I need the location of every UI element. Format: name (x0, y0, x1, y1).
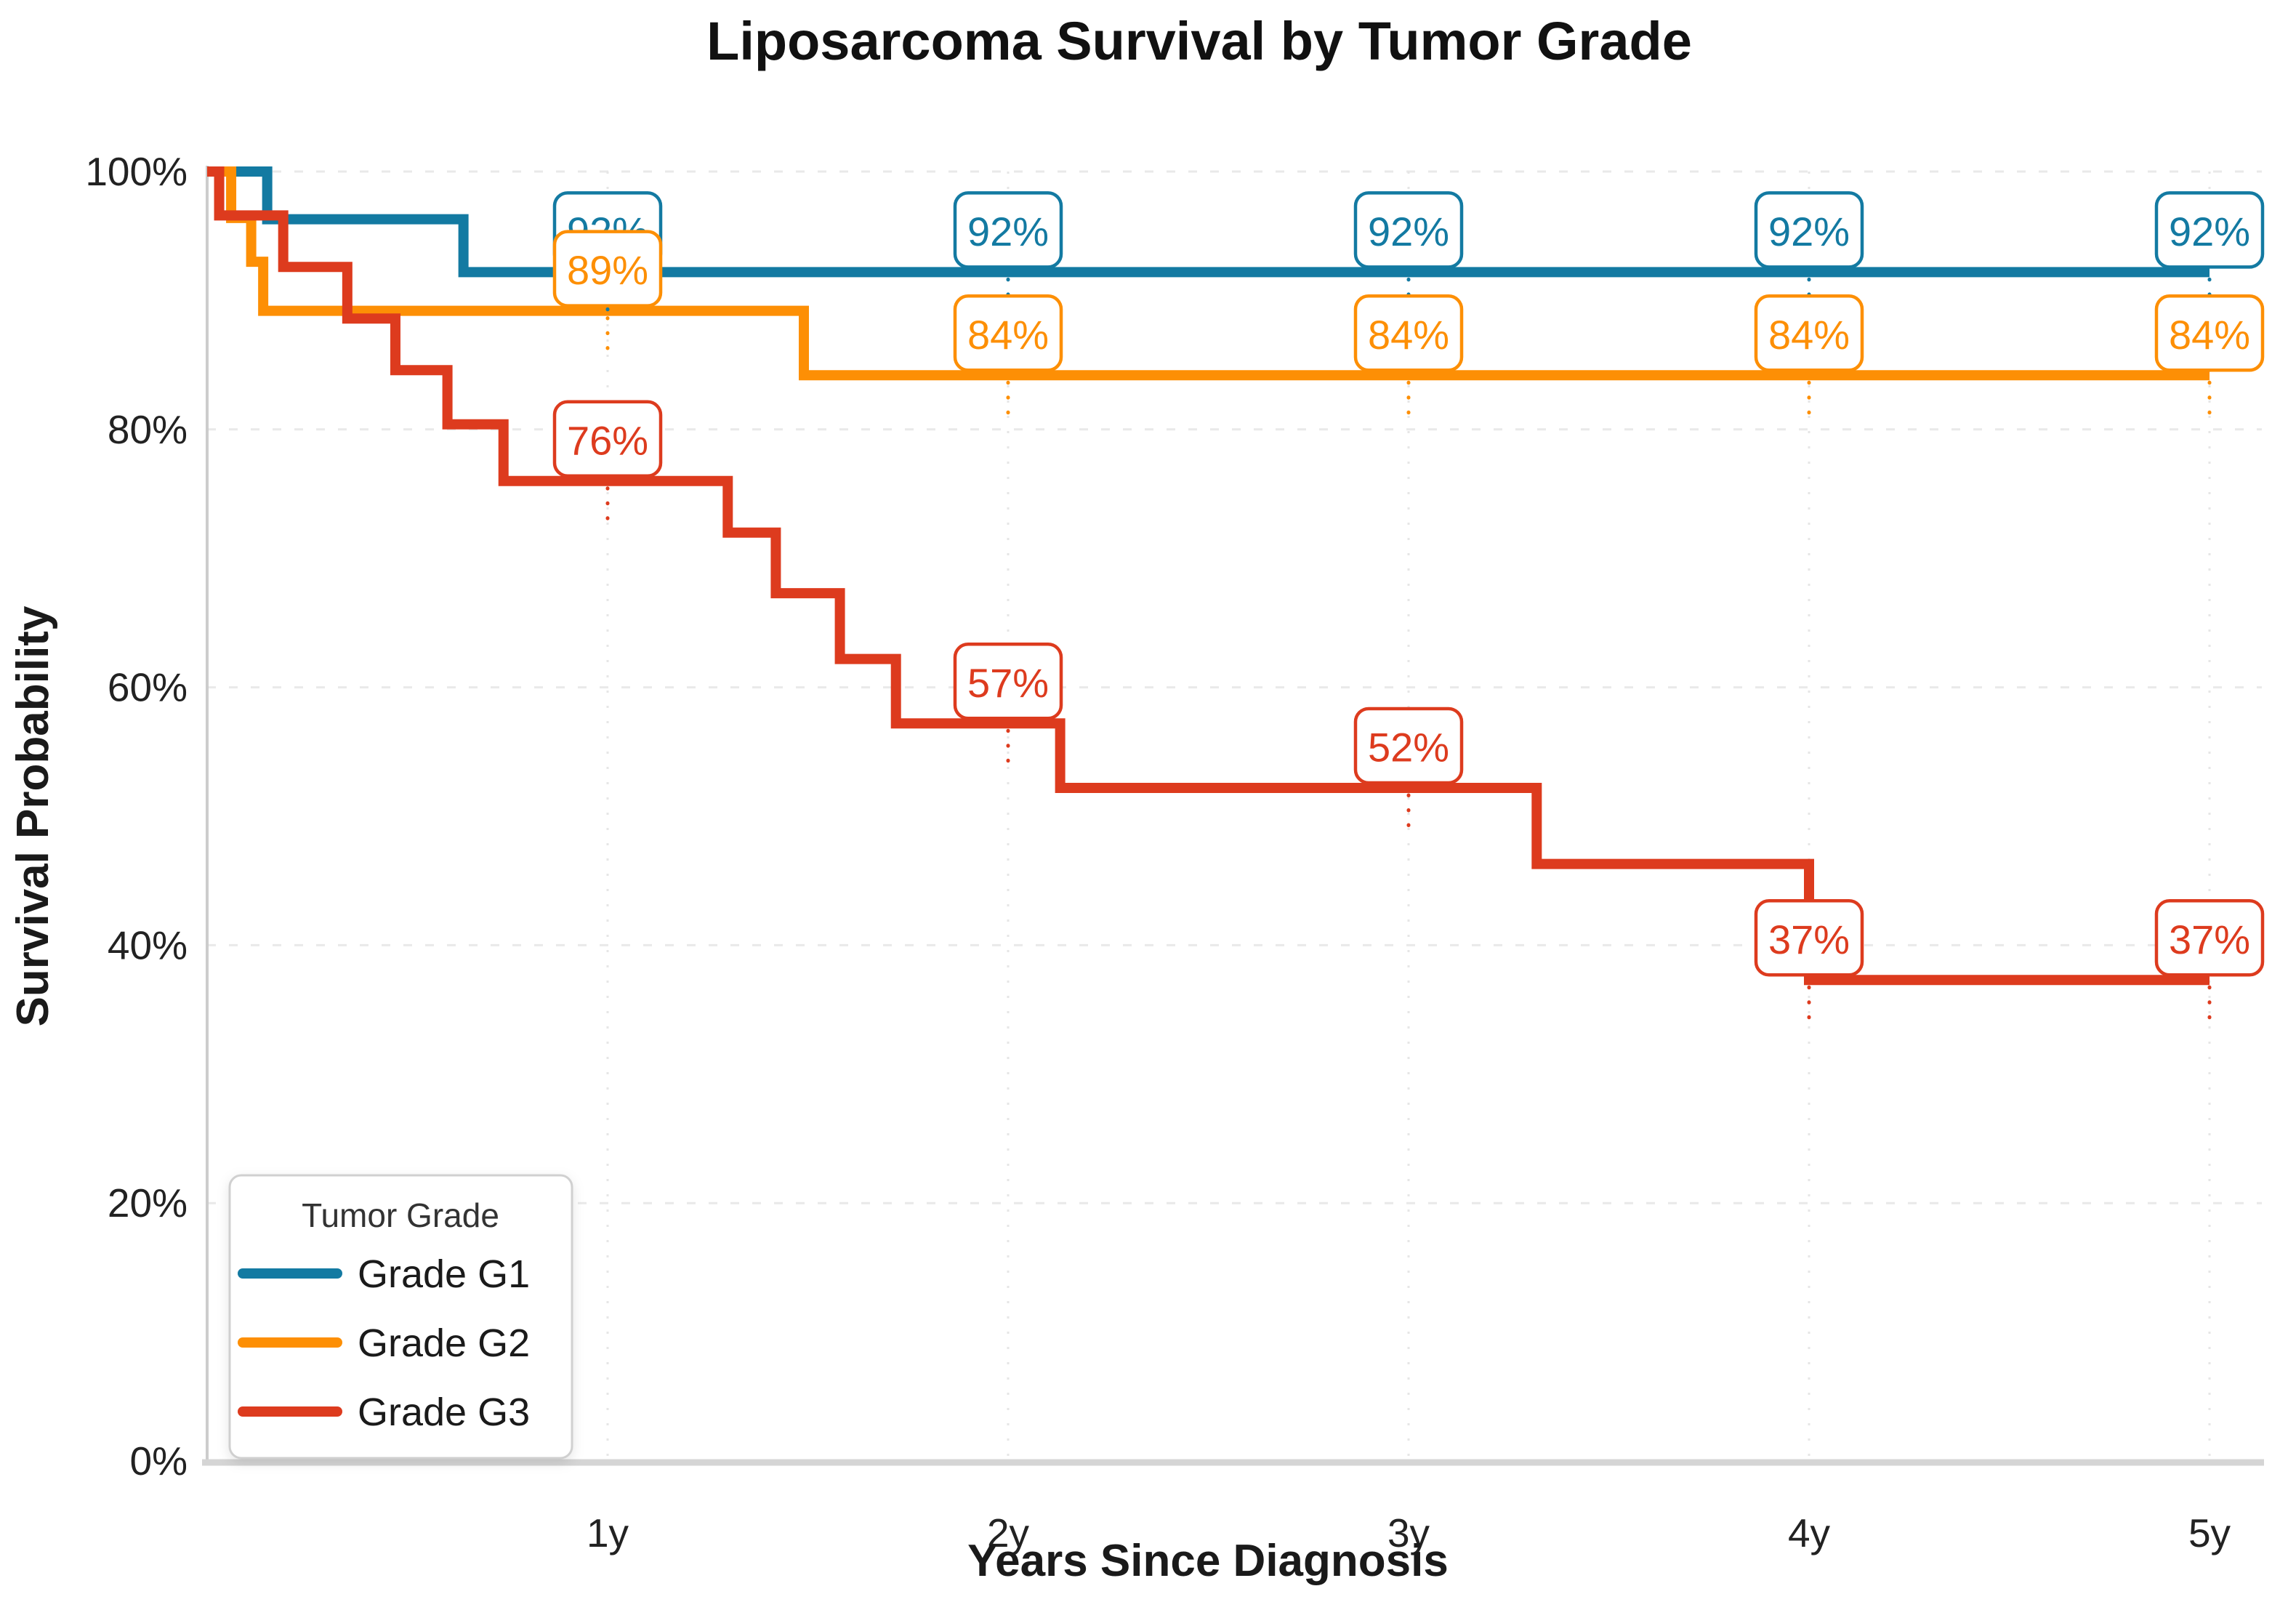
y-tick-40: 40% (108, 922, 188, 967)
y-tick-20: 20% (108, 1180, 188, 1225)
y-tick-80: 80% (108, 407, 188, 452)
annotation-value: 37% (2169, 917, 2250, 962)
y-tick-60: 60% (108, 665, 188, 710)
legend-entry-grade-g3: Grade G3 (238, 1390, 530, 1434)
annotation-box (2154, 294, 2265, 372)
chart-title: Liposarcoma Survival by Tumor Grade (706, 11, 1692, 71)
annotation-box (1353, 294, 1464, 372)
gridlines (207, 170, 2262, 1460)
annotation-grade-g3-1y: 76% (552, 400, 663, 528)
annotation-grade-g2-5y: 84% (2154, 294, 2265, 422)
annotation-value: 92% (1768, 209, 1850, 254)
annotation-grade-g1-3y: 92% (1353, 191, 1464, 319)
annotation-value: 84% (2169, 312, 2250, 358)
annotation-value: 52% (1368, 724, 1449, 770)
annotation-box (1754, 899, 1864, 977)
annotation-box (1754, 191, 1864, 269)
y-axis-title: Survival Probability (8, 605, 58, 1026)
annotation-box (1754, 294, 1864, 372)
y-tick-0: 0% (130, 1438, 188, 1484)
legend-entry-label: Grade G2 (358, 1321, 530, 1365)
legend-box (228, 1174, 573, 1460)
x-tick-5y: 5y (2188, 1510, 2231, 1555)
annotations: 92%92%92%92%92%89%84%84%84%84%76%57%52%3… (552, 191, 2265, 1027)
annotation-box (953, 191, 1063, 269)
annotation-value: 57% (967, 660, 1049, 706)
annotation-value: 76% (567, 417, 648, 463)
curve-grade-g2 (207, 166, 2210, 381)
annotation-grade-g2-3y: 84% (1353, 294, 1464, 422)
chart-generated-layers: 92%92%92%92%92%89%84%84%84%84%76%57%52%3… (85, 149, 2265, 1555)
annotation-value: 84% (1768, 312, 1850, 358)
legend-title: Tumor Grade (302, 1196, 499, 1234)
annotation-value: 84% (967, 312, 1049, 358)
x-tick-3y: 3y (1387, 1510, 1430, 1555)
y-tick-100: 100% (85, 149, 188, 194)
annotation-box (552, 400, 663, 478)
annotation-value: 84% (1368, 312, 1449, 358)
axes (202, 166, 2264, 1466)
annotation-box (953, 643, 1063, 720)
tick-labels: 0% 20% 40% 60% 80% 100% 1y 2y 3y 4y 5y (85, 149, 2231, 1555)
legend-entry-grade-g1: Grade G1 (238, 1252, 530, 1296)
curve-grade-g3 (207, 166, 2210, 986)
annotation-grade-g1-5y: 92% (2154, 191, 2265, 319)
annotation-box (2154, 191, 2265, 269)
annotation-grade-g2-2y: 84% (953, 294, 1063, 422)
legend: Tumor Grade Grade G1 Grade G2 Grade G3 (228, 1174, 573, 1460)
annotation-box (2154, 899, 2265, 977)
x-axis-title: Years Since Diagnosis (967, 1536, 1449, 1586)
annotation-value: 92% (2169, 209, 2250, 254)
legend-entry-label: Grade G3 (358, 1390, 530, 1434)
curves (207, 166, 2210, 986)
annotation-grade-g3-2y: 57% (953, 643, 1063, 770)
legend-entry-label: Grade G1 (358, 1252, 530, 1296)
annotation-grade-g2-4y: 84% (1754, 294, 1864, 422)
legend-entry-grade-g2: Grade G2 (238, 1321, 530, 1365)
annotation-grade-g2-1y: 89% (552, 230, 663, 358)
annotation-box (953, 294, 1063, 372)
x-tick-2y: 2y (987, 1510, 1030, 1555)
annotation-value: 92% (967, 209, 1049, 254)
annotation-grade-g3-3y: 52% (1353, 707, 1464, 835)
annotation-box (552, 230, 663, 307)
curve-grade-g1 (207, 166, 2210, 278)
annotation-box (1353, 191, 1464, 269)
x-tick-4y: 4y (1788, 1510, 1831, 1555)
annotation-grade-g3-4y: 37% (1754, 899, 1864, 1027)
x-tick-1y: 1y (587, 1510, 629, 1555)
annotation-grade-g3-5y: 37% (2154, 899, 2265, 1027)
annotation-value: 89% (567, 247, 648, 293)
annotation-value: 37% (1768, 917, 1850, 962)
annotation-value: 92% (1368, 209, 1449, 254)
annotation-grade-g1-4y: 92% (1754, 191, 1864, 319)
annotation-box (1353, 707, 1464, 785)
